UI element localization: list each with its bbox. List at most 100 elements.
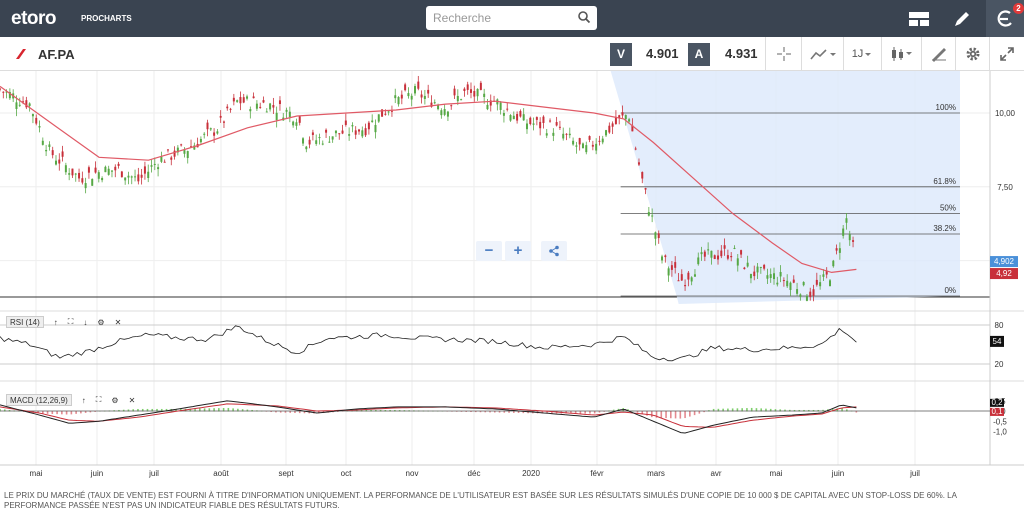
candle-body xyxy=(262,100,265,103)
candle-body xyxy=(64,165,67,173)
macd-histogram-bar xyxy=(279,411,282,413)
maximize-icon[interactable]: ⛶ xyxy=(67,317,74,326)
candle-body xyxy=(723,245,726,249)
macd-current-label: 0,2 xyxy=(991,398,1003,407)
candle-body xyxy=(822,274,825,277)
macd-histogram-bar xyxy=(194,408,196,412)
instrument-symbol[interactable]: AF.PA xyxy=(38,47,75,62)
search-input[interactable] xyxy=(433,7,573,29)
zoom-in-button[interactable]: + xyxy=(505,241,531,261)
candle-body xyxy=(361,130,364,137)
candle-body xyxy=(288,111,291,117)
candle-body xyxy=(845,218,848,223)
candle-body xyxy=(259,106,262,108)
candle-body xyxy=(512,115,515,120)
move-up-icon[interactable]: ↑ xyxy=(81,395,86,405)
macd-histogram-bar xyxy=(636,411,639,413)
layout-icon xyxy=(909,11,929,26)
candle-body xyxy=(410,95,413,100)
layout-button[interactable] xyxy=(900,0,938,37)
candle-body xyxy=(239,97,242,104)
fullscreen-button[interactable] xyxy=(989,37,1024,71)
settings-button[interactable] xyxy=(955,37,989,71)
candle-body xyxy=(81,178,84,183)
macd-label[interactable]: MACD (12,26,9) xyxy=(6,394,72,406)
candle-body xyxy=(624,115,627,120)
candle-body xyxy=(509,115,512,121)
candle-body xyxy=(183,150,186,154)
move-up-icon[interactable]: ↑ xyxy=(53,317,58,327)
candle-body xyxy=(489,100,492,106)
candle-body xyxy=(203,133,206,135)
macd-histogram-bar xyxy=(693,411,696,416)
candle-body xyxy=(140,174,143,178)
candle-body xyxy=(726,255,729,259)
candle-body xyxy=(440,110,443,116)
timeframe-selector[interactable]: 1J xyxy=(843,37,881,71)
gear-icon[interactable]: ⚙ xyxy=(97,317,105,327)
candle-body xyxy=(749,273,752,279)
macd-histogram-bar xyxy=(270,411,272,413)
gear-icon[interactable]: ⚙ xyxy=(111,395,119,405)
close-icon[interactable]: ✕ xyxy=(128,395,136,405)
share-button[interactable] xyxy=(541,241,567,261)
move-down-icon[interactable]: ↓ xyxy=(83,317,88,327)
etoro-logo[interactable]: etoro xyxy=(11,8,57,29)
rsi-label[interactable]: RSI (14) xyxy=(6,316,44,328)
candle-body xyxy=(601,138,604,143)
sell-label[interactable]: V xyxy=(610,43,632,66)
candle-body xyxy=(743,267,746,270)
macd-histogram-bar xyxy=(474,411,477,413)
macd-histogram-bar xyxy=(760,408,762,412)
crosshair-button[interactable] xyxy=(765,37,801,71)
macd-histogram-bar xyxy=(841,408,843,412)
drawing-tools-button[interactable] xyxy=(921,37,955,71)
search-box[interactable] xyxy=(426,6,597,30)
macd-tick-label: -0,5 xyxy=(993,417,1007,426)
signal-current-tag xyxy=(990,407,1004,416)
search-icon[interactable] xyxy=(577,10,591,24)
zoom-out-button[interactable]: − xyxy=(476,241,502,261)
candle-body xyxy=(680,274,683,281)
candle-body xyxy=(236,100,239,102)
candle-body xyxy=(371,120,374,123)
macd-histogram-bar xyxy=(246,409,249,412)
macd-histogram-bar xyxy=(727,408,729,412)
draw-button[interactable] xyxy=(943,0,981,37)
candle-body xyxy=(246,96,249,99)
candle-body xyxy=(779,271,782,277)
candle-body xyxy=(252,96,255,99)
candle-body xyxy=(756,266,759,273)
candle-body xyxy=(539,121,542,129)
maximize-icon[interactable]: ⛶ xyxy=(95,395,102,404)
candle-body xyxy=(285,109,288,112)
macd-histogram-bar xyxy=(522,411,525,414)
fib-level-label: 61.8% xyxy=(933,177,956,186)
candle-body xyxy=(786,280,789,287)
candle-body xyxy=(740,250,743,255)
chart-type-button[interactable] xyxy=(801,37,843,71)
macd-histogram-bar xyxy=(755,408,758,412)
macd-histogram-bar xyxy=(489,411,491,413)
candle-body xyxy=(443,109,446,115)
buy-label[interactable]: A xyxy=(688,43,710,66)
month-label: mai xyxy=(770,469,783,478)
candle-body xyxy=(825,270,828,275)
candle-body xyxy=(367,122,370,130)
macd-histogram-bar xyxy=(736,408,739,412)
candle-body xyxy=(38,126,41,128)
candle-body xyxy=(193,145,196,150)
candle-style-button[interactable] xyxy=(881,37,921,71)
close-icon[interactable]: ✕ xyxy=(114,317,122,327)
notification-badge[interactable]: 2 xyxy=(1013,3,1024,14)
macd-current-tag xyxy=(990,398,1004,407)
candle-body xyxy=(693,274,696,277)
candlestick-icon xyxy=(891,47,912,61)
macd-histogram-bar xyxy=(94,411,96,412)
candle-body xyxy=(453,88,456,96)
price-chart[interactable]: 100%61.8%50%38.2%0% 10,007,505,004,9024,… xyxy=(0,71,1024,491)
candle-body xyxy=(717,255,720,260)
macd-histogram-bar xyxy=(460,411,463,412)
candle-body xyxy=(733,247,736,249)
candle-body xyxy=(657,233,660,239)
